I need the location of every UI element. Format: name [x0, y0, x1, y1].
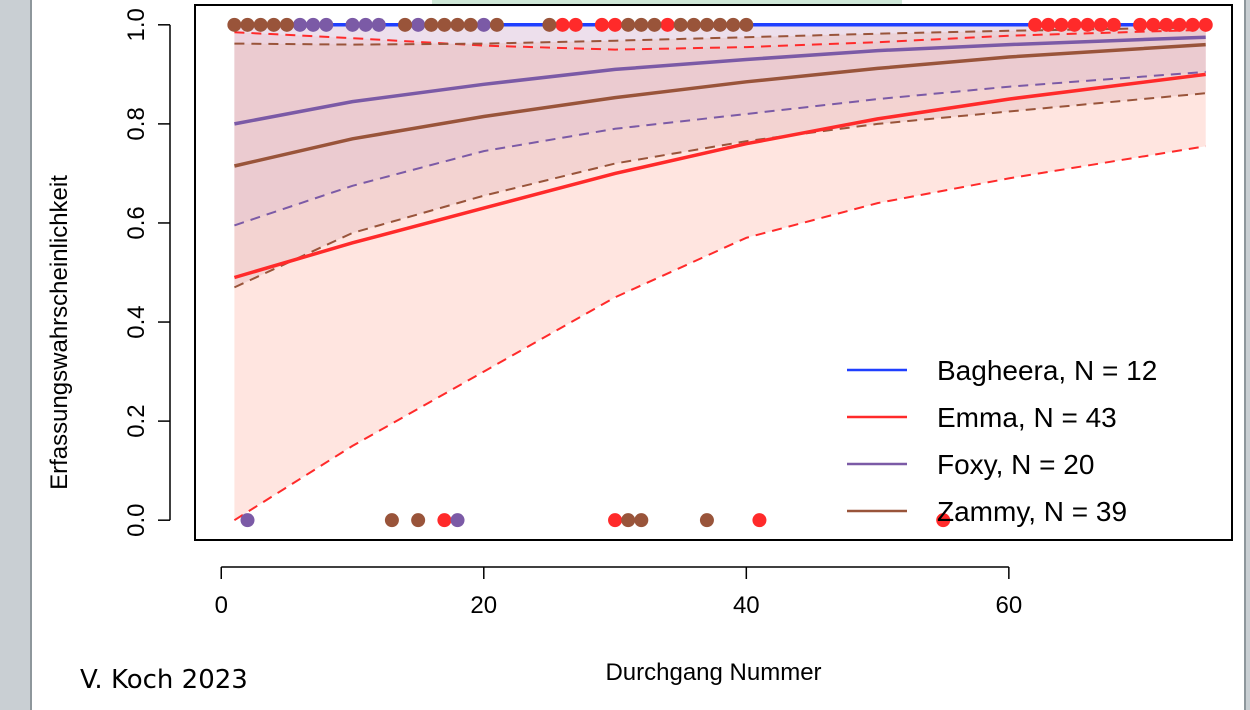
data-point-1-1	[608, 513, 623, 528]
x-tick-label-0: 0	[215, 592, 228, 619]
fit-line-3	[234, 42, 1206, 168]
x-tick-label-2: 40	[733, 592, 760, 619]
data-point-1-8	[660, 17, 675, 32]
fit-line-1	[233, 72, 1206, 280]
data-point-1-13	[1080, 17, 1095, 32]
x-tick-label-1: 20	[470, 592, 497, 619]
data-point-3-3	[634, 513, 649, 528]
data-point-2-2	[293, 17, 308, 32]
data-point-2-3	[306, 17, 321, 32]
y-tick-label-0: 0.0	[123, 503, 150, 536]
data-point-1-6	[594, 17, 609, 32]
data-point-2-7	[371, 17, 386, 32]
lower-bound-line-1	[233, 145, 1206, 522]
y-tick-label-4: 0.8	[123, 107, 150, 140]
data-point-2-8	[411, 17, 426, 32]
confidence-bands	[234, 24, 1206, 521]
data-point-3-21	[686, 17, 701, 32]
data-point-1-14	[1093, 17, 1108, 32]
data-point-1-3	[936, 513, 951, 528]
data-point-1-17	[1146, 17, 1161, 32]
legend-label-1: Emma, N = 43	[937, 402, 1117, 433]
legend: Bagheera, N = 12 Emma, N = 43 Foxy, N = 20…	[847, 355, 1157, 527]
data-point-3-6	[240, 17, 255, 32]
upper-bound-line-1	[234, 28, 1206, 51]
data-point-1-18	[1159, 17, 1174, 32]
data-point-1-5	[568, 17, 583, 32]
data-point-3-16	[542, 17, 557, 32]
fitted-curves	[233, 23, 1206, 280]
data-point-1-9	[1028, 17, 1043, 32]
data-point-3-24	[726, 17, 741, 32]
data-point-1-11	[1054, 17, 1069, 32]
data-point-3-19	[647, 17, 662, 32]
legend-label-2: Foxy, N = 20	[937, 449, 1094, 480]
data-point-1-15	[1106, 17, 1121, 32]
y-axis-title: Erfassungswahrscheinlichkeit	[46, 175, 73, 490]
data-point-3-25	[739, 17, 754, 32]
fit-line-2	[234, 35, 1206, 126]
data-point-3-18	[634, 17, 649, 32]
data-point-3-22	[699, 17, 714, 32]
data-point-3-13	[450, 17, 465, 32]
data-point-3-2	[621, 513, 636, 528]
data-point-1-0	[437, 513, 452, 528]
data-point-1-19	[1172, 17, 1187, 32]
data-point-1-20	[1185, 17, 1200, 32]
data-point-3-12	[437, 17, 452, 32]
legend-label-0: Bagheera, N = 12	[937, 355, 1157, 386]
data-point-3-7	[253, 17, 268, 32]
data-point-1-10	[1041, 17, 1056, 32]
confidence-band-3	[234, 27, 1206, 288]
data-point-2-1	[450, 513, 465, 528]
x-axis-title: Durchgang Nummer	[605, 659, 821, 686]
upper-bound-line-3	[234, 26, 1206, 46]
plot-border	[194, 4, 1233, 541]
chart: 0 20 40 60 0.0 0.2 0.4 0.6 0.8 1.0 Bagheera, N = …	[46, 4, 1233, 686]
y-tick-label-2: 0.4	[123, 305, 150, 338]
data-point-3-11	[424, 17, 439, 32]
chart-frame: 0 20 40 60 0.0 0.2 0.4 0.6 0.8 1.0 Bagheera, N = …	[30, 0, 1246, 710]
data-point-3-14	[463, 17, 478, 32]
data-point-3-20	[673, 17, 688, 32]
data-point-3-1	[411, 513, 426, 528]
data-point-1-7	[608, 17, 623, 32]
data-point-3-17	[621, 17, 636, 32]
observation-points	[227, 17, 1213, 528]
data-point-1-21	[1198, 17, 1213, 32]
data-point-1-12	[1067, 17, 1082, 32]
x-tick-label-3: 60	[995, 592, 1022, 619]
data-point-2-5	[345, 17, 360, 32]
data-point-2-4	[319, 17, 334, 32]
y-tick-label-1: 0.2	[123, 404, 150, 437]
data-point-1-2	[752, 513, 767, 528]
data-point-3-4	[699, 513, 714, 528]
window-top-strip	[432, 0, 902, 6]
legend-label-3: Zammy, N = 39	[937, 496, 1127, 527]
data-point-3-8	[266, 17, 281, 32]
data-point-2-0	[240, 513, 255, 528]
data-point-2-9	[476, 17, 491, 32]
data-point-3-23	[713, 17, 728, 32]
data-point-2-6	[358, 17, 373, 32]
lower-bound-line-3	[233, 92, 1206, 289]
y-tick-label-3: 0.6	[123, 206, 150, 239]
data-point-3-9	[279, 17, 294, 32]
data-point-3-0	[384, 513, 399, 528]
data-point-3-10	[398, 17, 413, 32]
data-point-1-4	[555, 17, 570, 32]
data-point-3-5	[227, 17, 242, 32]
author-caption: V. Koch 2023	[80, 665, 248, 695]
y-tick-label-5: 1.0	[123, 8, 150, 41]
data-point-1-16	[1133, 17, 1148, 32]
lower-bound-line-2	[234, 70, 1206, 227]
axes: 0 20 40 60 0.0 0.2 0.4 0.6 0.8 1.0	[123, 4, 1233, 619]
data-point-3-15	[489, 17, 504, 32]
